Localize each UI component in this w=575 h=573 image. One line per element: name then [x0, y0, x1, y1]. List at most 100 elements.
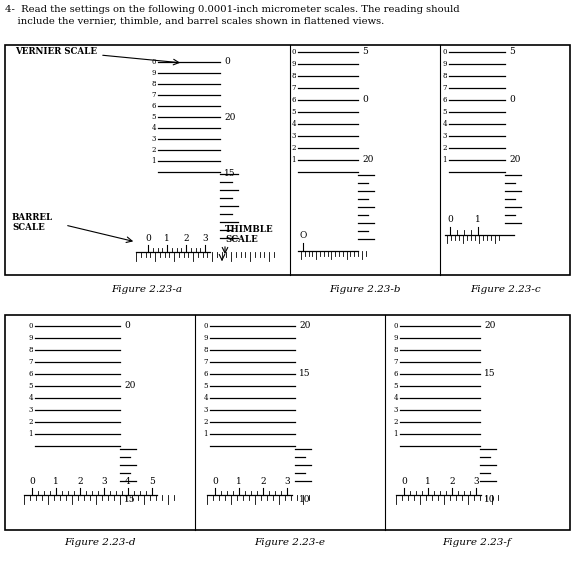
- Text: 10: 10: [484, 496, 496, 504]
- Text: 0: 0: [447, 215, 453, 224]
- Text: 6: 6: [29, 370, 33, 378]
- Text: 0: 0: [145, 234, 151, 243]
- Text: 5: 5: [204, 382, 208, 390]
- Text: 9: 9: [151, 69, 156, 77]
- Text: 2: 2: [204, 418, 208, 426]
- Text: 6: 6: [443, 96, 447, 104]
- Text: 5: 5: [362, 48, 368, 57]
- Text: 1: 1: [443, 156, 447, 164]
- Text: 0: 0: [362, 96, 368, 104]
- Text: 5: 5: [149, 477, 155, 486]
- Text: 1: 1: [204, 430, 208, 438]
- Text: 9: 9: [292, 60, 296, 68]
- Text: 3: 3: [29, 406, 33, 414]
- Text: 5: 5: [29, 382, 33, 390]
- Text: 7: 7: [204, 358, 208, 366]
- Text: 15: 15: [124, 496, 136, 504]
- Text: 1: 1: [236, 477, 242, 486]
- Text: 9: 9: [204, 334, 208, 342]
- Text: 4-  Read the settings on the following 0.0001-inch micrometer scales. The readin: 4- Read the settings on the following 0.…: [5, 5, 459, 14]
- Text: Figure 2.23-c: Figure 2.23-c: [470, 285, 540, 294]
- Text: 0: 0: [401, 477, 407, 486]
- Text: 2: 2: [449, 477, 455, 486]
- Text: 7: 7: [151, 91, 156, 99]
- Text: 8: 8: [393, 346, 398, 354]
- Text: 1: 1: [475, 215, 481, 224]
- Text: 8: 8: [29, 346, 33, 354]
- Text: 3: 3: [284, 477, 290, 486]
- Text: Figure 2.23-a: Figure 2.23-a: [112, 285, 182, 294]
- Bar: [5, 315, 570, 530]
- Text: 5: 5: [151, 113, 156, 121]
- Text: 1: 1: [29, 430, 33, 438]
- Text: 7: 7: [443, 84, 447, 92]
- Text: 2: 2: [393, 418, 398, 426]
- Text: 4: 4: [29, 394, 33, 402]
- Text: 4: 4: [125, 477, 131, 486]
- Text: 4: 4: [204, 394, 208, 402]
- Text: 7: 7: [393, 358, 398, 366]
- Text: 6: 6: [204, 370, 208, 378]
- Text: 1: 1: [164, 234, 170, 243]
- Text: O: O: [300, 231, 306, 240]
- Text: 20: 20: [124, 382, 135, 391]
- Text: 0: 0: [443, 48, 447, 56]
- Text: 5: 5: [393, 382, 398, 390]
- Text: 6: 6: [292, 96, 296, 104]
- Text: VERNIER SCALE: VERNIER SCALE: [15, 48, 97, 57]
- Text: 1: 1: [292, 156, 296, 164]
- Text: 2: 2: [443, 144, 447, 152]
- Text: 8: 8: [204, 346, 208, 354]
- Text: 5: 5: [509, 48, 515, 57]
- Text: 8: 8: [292, 72, 296, 80]
- Text: 8: 8: [443, 72, 447, 80]
- Text: Figure 2.23-e: Figure 2.23-e: [255, 538, 325, 547]
- Text: 7: 7: [292, 84, 296, 92]
- Text: 9: 9: [443, 60, 447, 68]
- Text: 3: 3: [443, 132, 447, 140]
- Text: 3: 3: [152, 135, 156, 143]
- Text: 8: 8: [151, 80, 156, 88]
- Text: 2: 2: [77, 477, 83, 486]
- Text: 2: 2: [29, 418, 33, 426]
- Text: 3: 3: [394, 406, 398, 414]
- Text: 3: 3: [101, 477, 107, 486]
- Text: 15: 15: [224, 170, 236, 179]
- Text: 4: 4: [443, 120, 447, 128]
- Text: 5: 5: [292, 108, 296, 116]
- Text: 1: 1: [151, 157, 156, 165]
- Text: 3: 3: [473, 477, 479, 486]
- Text: 20: 20: [484, 321, 496, 331]
- Text: Figure 2.23-f: Figure 2.23-f: [443, 538, 511, 547]
- Text: 0: 0: [204, 322, 208, 330]
- Bar: [5, 45, 570, 275]
- Text: 7: 7: [29, 358, 33, 366]
- Text: 5: 5: [443, 108, 447, 116]
- Text: 4: 4: [292, 120, 296, 128]
- Text: 3: 3: [292, 132, 296, 140]
- Text: 2: 2: [151, 146, 156, 154]
- Text: 0: 0: [151, 58, 156, 66]
- Text: 2: 2: [183, 234, 189, 243]
- Text: 0: 0: [124, 321, 130, 331]
- Text: 6: 6: [393, 370, 398, 378]
- Text: 4: 4: [151, 124, 156, 132]
- Text: 3: 3: [204, 406, 208, 414]
- Text: 20: 20: [362, 155, 373, 164]
- Text: 2: 2: [260, 477, 266, 486]
- Text: 20: 20: [509, 155, 520, 164]
- Text: Figure 2.23-b: Figure 2.23-b: [329, 285, 401, 294]
- Text: 15: 15: [299, 370, 310, 379]
- Text: 0: 0: [29, 477, 35, 486]
- Text: SCALE: SCALE: [12, 223, 45, 233]
- Text: SCALE: SCALE: [225, 236, 258, 245]
- Text: BARREL: BARREL: [12, 214, 53, 222]
- Text: 20: 20: [299, 321, 310, 331]
- Text: 10: 10: [299, 496, 310, 504]
- Text: 3: 3: [202, 234, 208, 243]
- Text: 0: 0: [224, 57, 230, 66]
- Text: 0: 0: [509, 96, 515, 104]
- Text: 4: 4: [393, 394, 398, 402]
- Text: 0: 0: [393, 322, 398, 330]
- Text: 2: 2: [292, 144, 296, 152]
